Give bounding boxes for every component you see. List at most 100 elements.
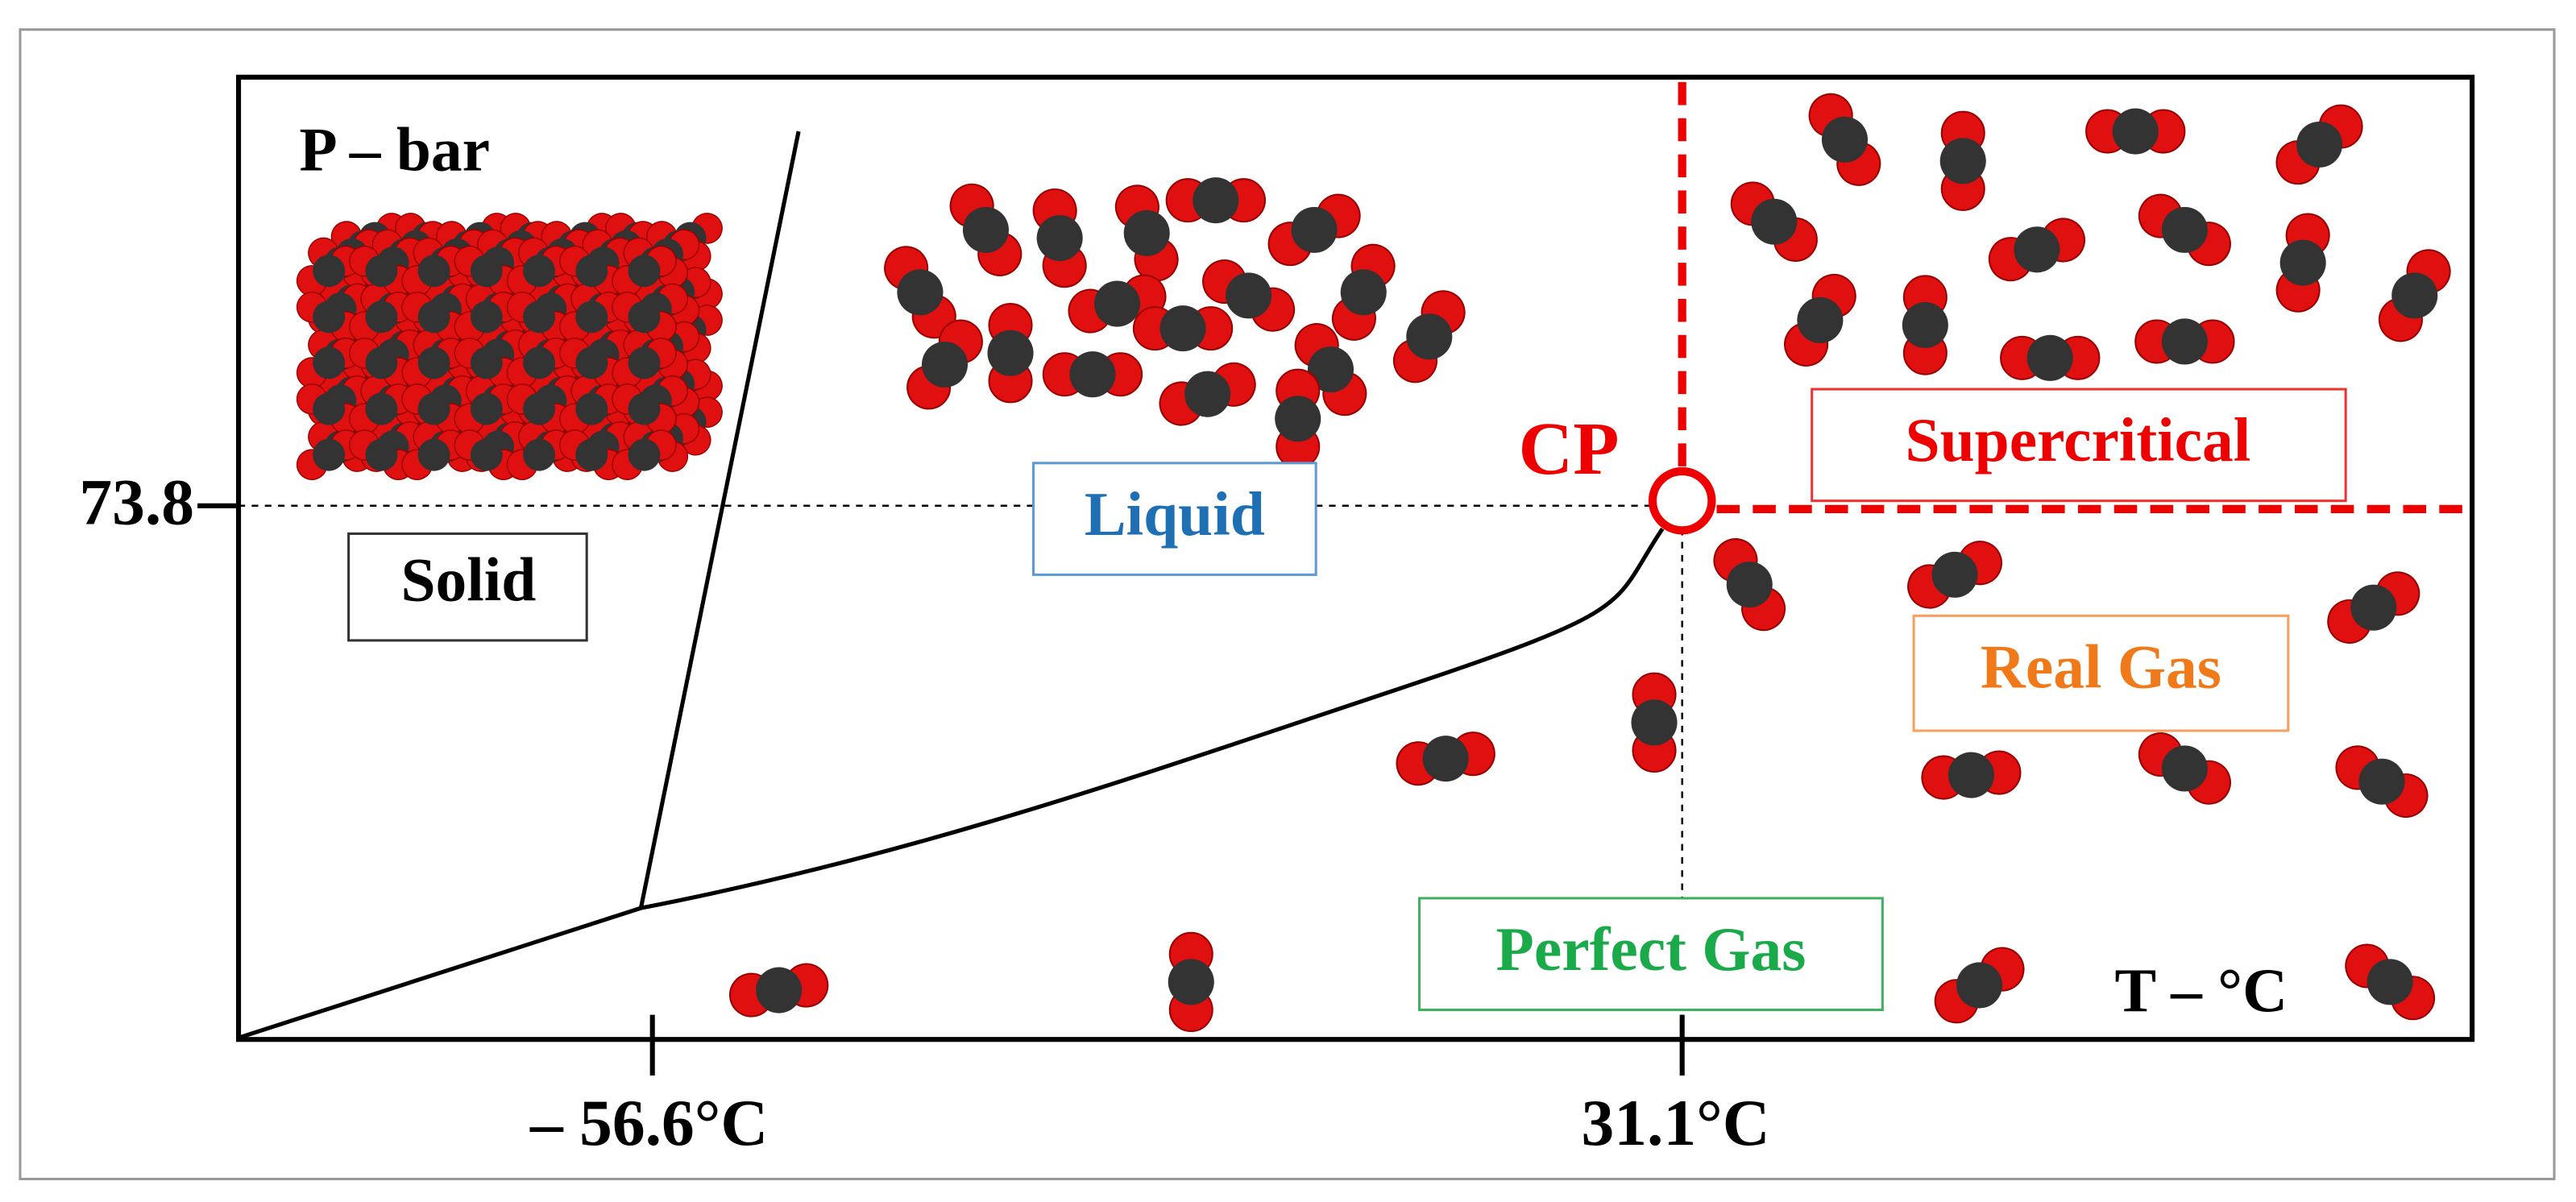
carbon — [470, 300, 503, 334]
co2-molecule — [1921, 750, 2022, 800]
carbon — [897, 269, 944, 316]
carbon — [417, 300, 450, 334]
carbon — [1069, 351, 1116, 398]
co2-molecule — [1159, 362, 1256, 426]
carbon — [1226, 272, 1272, 319]
carbon — [1340, 269, 1387, 316]
carbon — [1422, 736, 1469, 782]
carbon — [523, 438, 556, 471]
carbon — [575, 346, 608, 379]
supercritical-boundary — [1678, 81, 2473, 513]
carbon — [470, 255, 503, 288]
carbon — [313, 346, 346, 379]
carbon — [2161, 745, 2208, 792]
co2-molecule — [1114, 184, 1179, 282]
carbon — [1307, 346, 1354, 393]
carbon — [470, 392, 503, 425]
co2-molecule — [1939, 110, 1986, 211]
co2-molecule — [2335, 745, 2429, 819]
carbon — [756, 967, 803, 1013]
co2-molecule — [2275, 104, 2363, 185]
carbon — [313, 392, 346, 425]
carbon — [921, 341, 969, 388]
co2-molecule — [1132, 305, 1234, 352]
y-tick-label: 73.8 — [79, 466, 194, 539]
carbon — [2296, 121, 2343, 168]
carbon — [1168, 959, 1214, 1005]
carbon — [628, 392, 661, 425]
co2-molecule — [401, 291, 467, 342]
carbon — [313, 438, 346, 471]
co2-molecule — [1275, 368, 1321, 469]
carbon — [1797, 296, 1844, 343]
carbon — [962, 206, 1009, 253]
co2-molecule — [1068, 274, 1167, 334]
carbon — [575, 300, 608, 334]
carbon — [417, 392, 450, 425]
carbon — [1159, 305, 1206, 352]
co2-molecule — [2378, 249, 2451, 342]
y-axis-label: P – bar — [299, 114, 490, 184]
co2-molecule — [1784, 273, 1856, 367]
carbon — [628, 438, 661, 471]
carbon — [2026, 334, 2073, 381]
co2-molecule — [949, 183, 1023, 276]
carbon — [2112, 108, 2159, 155]
perfect-gas-label: Perfect Gas — [1496, 914, 1807, 984]
cp-label: CP — [1519, 407, 1620, 491]
co2-molecule — [2138, 732, 2231, 805]
co2-molecule — [296, 429, 362, 480]
carbon — [2279, 239, 2326, 286]
carbon — [2367, 959, 2413, 1005]
carbon — [1956, 962, 2003, 1009]
x-tick-label: 31.1°C — [1581, 1086, 1769, 1159]
carbon — [575, 255, 608, 288]
carbon — [1726, 562, 1773, 608]
co2-molecule — [2085, 108, 2186, 155]
carbon — [575, 438, 608, 471]
carbon — [365, 346, 398, 379]
carbon — [2350, 584, 2397, 631]
co2-molecule — [506, 291, 572, 342]
liquid-label: Liquid — [1085, 479, 1265, 549]
carbon — [417, 346, 450, 379]
co2-molecule — [729, 963, 829, 1018]
co2-molecule — [906, 319, 983, 410]
carbon — [417, 438, 450, 471]
carbon — [2358, 758, 2405, 805]
carbon — [470, 346, 503, 379]
co2-molecule — [349, 383, 414, 434]
supercritical-label: Supercritical — [1906, 405, 2251, 475]
carbon — [1036, 215, 1083, 262]
carbon — [1751, 198, 1798, 245]
co2-molecule — [1396, 732, 1495, 786]
perfect-gas-box — [1418, 897, 1884, 1012]
co2-molecule — [2275, 213, 2330, 313]
co2-molecule — [2000, 334, 2101, 381]
carbon — [523, 346, 556, 379]
carbon — [365, 438, 398, 471]
co2-molecule — [2345, 943, 2436, 1021]
carbon — [365, 392, 398, 425]
co2-molecule — [987, 303, 1034, 404]
solid-label: Solid — [400, 545, 536, 614]
co2-molecule — [506, 429, 572, 480]
co2-molecule — [612, 291, 677, 342]
co2-molecule — [401, 338, 467, 388]
co2-molecule — [1808, 93, 1881, 186]
carbon — [2391, 272, 2438, 319]
co2-molecule — [2327, 571, 2420, 644]
co2-molecule — [1267, 193, 1361, 267]
co2-molecule — [1165, 177, 1266, 224]
supercritical-box — [1811, 388, 2347, 503]
carbon — [523, 300, 556, 334]
carbon — [628, 300, 661, 334]
co2-molecule — [1042, 351, 1143, 398]
carbon — [1193, 177, 1239, 224]
x-tick-label: – 56.6°C — [529, 1086, 768, 1159]
carbon — [628, 346, 661, 379]
phase-boundaries — [238, 131, 1665, 1040]
carbon — [313, 255, 346, 288]
